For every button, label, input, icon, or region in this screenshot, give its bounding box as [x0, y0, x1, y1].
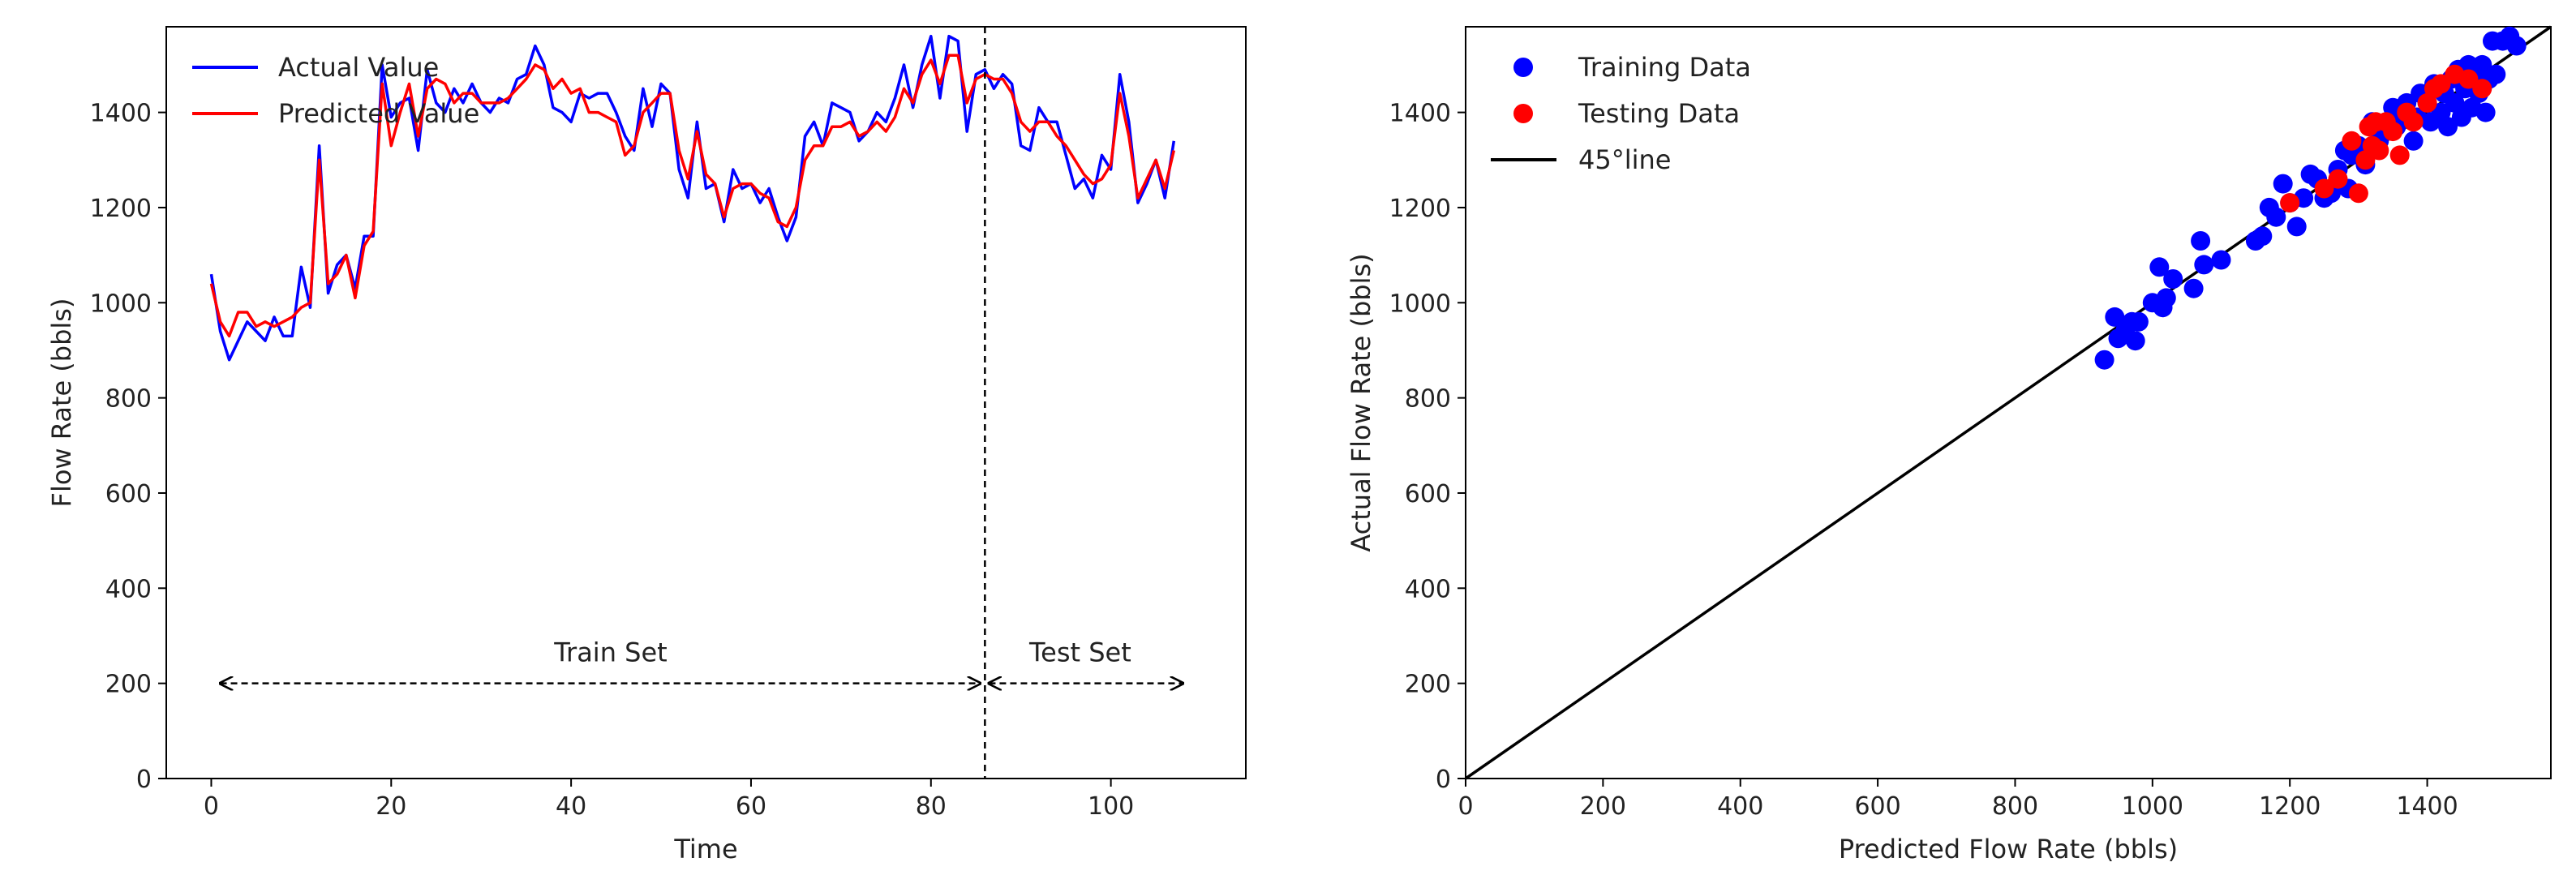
x-tick-label: 400 [1717, 792, 1763, 821]
x-tick-label: 0 [1458, 792, 1473, 821]
x-tick-label: 60 [736, 792, 766, 821]
training-data-point [2105, 307, 2125, 327]
y-tick-label: 1200 [1389, 195, 1451, 223]
testing-data-point [2431, 74, 2451, 94]
training-data-point [2403, 131, 2424, 151]
training-data-point [2163, 269, 2183, 289]
y-axis-label: Flow Rate (bbls) [46, 298, 77, 508]
actual-value-line [209, 34, 1176, 362]
x-tick-label: 200 [1580, 792, 1626, 821]
legend-label: Predicted Value [278, 98, 479, 129]
y-tick-label: 1200 [90, 195, 152, 223]
legend-swatch [1513, 58, 1533, 77]
testing-data-point [2348, 183, 2368, 204]
testing-data-point [2403, 112, 2424, 132]
x-tick-label: 1200 [2259, 792, 2321, 821]
training-data-point [2094, 350, 2114, 370]
y-tick-label: 800 [105, 385, 152, 414]
testing-data-point [2472, 79, 2492, 99]
train-set-label: Train Set [553, 637, 668, 668]
y-axis-label: Actual Flow Rate (bbls) [1346, 253, 1376, 551]
training-data-point [2252, 226, 2273, 247]
testing-data-point [2314, 178, 2334, 199]
training-data-point [2438, 117, 2458, 137]
legend-label: Testing Data [1578, 98, 1740, 129]
y-tick-label: 1400 [90, 100, 152, 128]
legend-swatch [1513, 104, 1533, 123]
y-tick-label: 400 [1405, 575, 1451, 603]
y-tick-label: 1000 [90, 290, 152, 318]
testing-data-point [2458, 69, 2479, 89]
y-tick-label: 600 [1405, 480, 1451, 508]
x-tick-label: 20 [376, 792, 406, 821]
training-data-point [2149, 257, 2170, 277]
x-tick-label: 100 [1088, 792, 1134, 821]
plot-frame [1465, 26, 2552, 779]
y-tick-label: 0 [136, 766, 152, 794]
training-data-point [2128, 311, 2149, 332]
y-tick-label: 0 [1436, 766, 1451, 794]
x-tick-label: 1400 [2396, 792, 2458, 821]
x-axis-label: Time [673, 834, 737, 864]
training-data-point [2273, 174, 2293, 194]
training-data-point [2125, 331, 2145, 351]
testing-data-point [2342, 131, 2362, 151]
y-tick-label: 400 [105, 575, 152, 603]
y-tick-label: 200 [105, 671, 152, 699]
training-data-point [2475, 102, 2496, 122]
testing-data-point [2369, 140, 2389, 161]
training-data-point [2183, 278, 2204, 298]
training-data-point [2156, 288, 2176, 308]
legend-label: Actual Value [278, 52, 439, 83]
y-tick-label: 800 [1405, 385, 1451, 414]
x-tick-label: 600 [1854, 792, 1900, 821]
x-tick-label: 800 [1992, 792, 2038, 821]
y-tick-label: 200 [1405, 671, 1451, 699]
legend-label: 45°line [1578, 144, 1671, 175]
testing-data-point [2328, 169, 2348, 189]
training-data-point [2191, 231, 2211, 251]
training-data-point [2194, 255, 2214, 275]
x-tick-label: 80 [916, 792, 947, 821]
training-data-point [2286, 217, 2307, 237]
y-tick-label: 1000 [1389, 290, 1451, 318]
training-data-point [2486, 64, 2506, 84]
training-data-point [2506, 36, 2527, 56]
plot-frame [165, 26, 1247, 779]
x-axis-label: Predicted Flow Rate (bbls) [1839, 834, 2178, 864]
x-tick-label: 1000 [2122, 792, 2183, 821]
training-data-point [2266, 207, 2286, 227]
x-tick-label: 40 [556, 792, 586, 821]
test-set-label: Test Set [1028, 637, 1131, 668]
x-tick-label: 0 [204, 792, 219, 821]
legend-label: Training Data [1578, 52, 1751, 83]
time-series-chart: 0 20 40 60 80 1000200400600800100012001400Tim… [46, 26, 1247, 864]
predicted-value-line [209, 54, 1176, 338]
y-tick-label: 1400 [1389, 100, 1451, 128]
testing-data-point [2280, 193, 2300, 213]
y-tick-label: 600 [105, 480, 152, 508]
training-data-point [2211, 250, 2231, 270]
testing-data-point [2383, 122, 2403, 142]
scatter-chart: 0 200 400 600 800 1000 1200 1400 0 200 400 600 800 10… [1346, 25, 2552, 864]
testing-data-point [2389, 145, 2410, 165]
